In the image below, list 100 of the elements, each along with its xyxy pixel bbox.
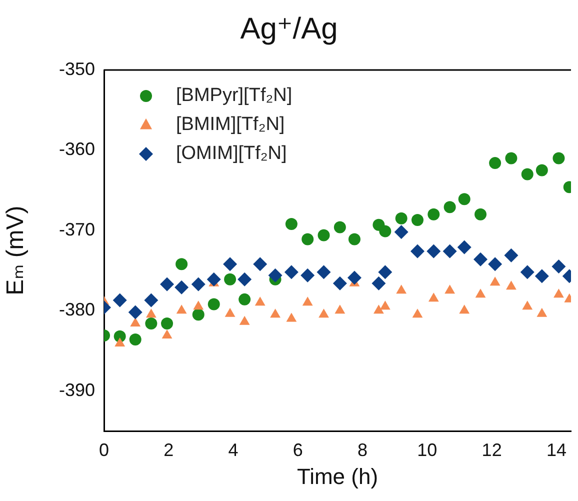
point [318, 308, 329, 318]
point [286, 312, 297, 322]
legend-label: [OMIM][Tf₂N] [176, 143, 287, 164]
point [270, 308, 280, 318]
point [223, 257, 238, 272]
point [372, 276, 386, 290]
point [474, 208, 487, 220]
point [239, 316, 250, 325]
legend-label: [BMIM][Tf₂N] [176, 114, 285, 136]
point [489, 157, 502, 170]
point [442, 244, 457, 258]
point [506, 280, 516, 290]
point [474, 252, 488, 266]
point [192, 308, 204, 321]
point [552, 152, 565, 164]
point [238, 293, 251, 306]
point [374, 304, 384, 314]
point [238, 272, 252, 286]
point [334, 304, 346, 314]
point [160, 277, 174, 292]
point [534, 269, 549, 284]
point [144, 293, 158, 308]
x-tick-label: 2 [164, 440, 174, 460]
point [254, 296, 266, 306]
point [161, 318, 174, 330]
point [444, 201, 456, 214]
point [554, 288, 564, 298]
point [162, 330, 172, 339]
x-tick-label: 6 [292, 440, 303, 460]
y-tick-label: -390 [58, 380, 95, 400]
point [348, 233, 360, 246]
point [395, 212, 408, 224]
x-tick-label: 8 [358, 440, 368, 460]
x-tick-label: 10 [417, 440, 438, 460]
point [193, 300, 204, 310]
point [206, 272, 221, 286]
point [490, 276, 500, 286]
point [458, 193, 470, 206]
point [300, 268, 315, 282]
point [253, 257, 268, 272]
y-axis-title: Eₘ (mV) [2, 206, 30, 296]
legend-label: [BMPyr][Tf₂N] [176, 85, 292, 106]
point [176, 258, 188, 270]
point [129, 334, 142, 346]
point [521, 168, 534, 180]
point [174, 280, 189, 294]
chart-title: Ag⁺/Ag [240, 12, 338, 46]
point [444, 284, 456, 294]
point [428, 208, 440, 220]
point [459, 304, 470, 314]
point [302, 296, 313, 306]
point [224, 308, 236, 317]
point [191, 277, 206, 292]
point [302, 233, 314, 246]
point [505, 152, 518, 164]
point [318, 229, 330, 242]
y-tick-label: -350 [58, 58, 95, 79]
point [394, 225, 408, 240]
point [284, 265, 298, 280]
point [396, 284, 407, 294]
point [410, 244, 424, 258]
point [146, 308, 156, 318]
point [378, 265, 392, 280]
point [208, 298, 220, 310]
point [112, 293, 127, 308]
x-tick-label: 0 [98, 440, 110, 460]
point [130, 318, 141, 326]
x-tick-label: 12 [482, 440, 502, 460]
point [268, 268, 282, 282]
point [114, 338, 126, 347]
point [488, 257, 502, 272]
point [332, 276, 347, 290]
point [176, 304, 187, 314]
point [475, 288, 486, 298]
point [285, 218, 298, 230]
y-tick-label: -380 [58, 300, 95, 320]
point [536, 308, 548, 317]
x-tick-label: 4 [228, 440, 238, 460]
point [457, 240, 472, 254]
point [224, 273, 236, 286]
y-tick-label: -370 [58, 219, 95, 240]
x-tick-label: 14 [546, 440, 566, 460]
point [316, 265, 331, 280]
point [552, 260, 566, 274]
point [145, 318, 158, 330]
x-axis-title: Time (h) [296, 464, 378, 489]
point [411, 214, 424, 226]
point [379, 225, 392, 238]
point [522, 300, 533, 310]
point [504, 248, 518, 262]
point [520, 265, 534, 280]
y-tick-label: -360 [58, 139, 95, 160]
point [380, 300, 390, 310]
point [412, 308, 423, 318]
point [536, 164, 548, 176]
point [334, 221, 346, 234]
point [428, 292, 439, 302]
point [128, 305, 142, 320]
point [426, 244, 441, 258]
point [347, 270, 362, 285]
